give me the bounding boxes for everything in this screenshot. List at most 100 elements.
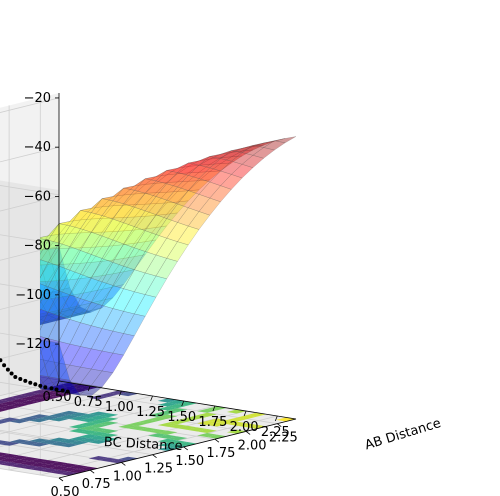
- surface-cell: [58, 293, 82, 311]
- surface-cell: [123, 254, 146, 273]
- surface-cell: [90, 198, 114, 216]
- surface-cell: [133, 192, 157, 205]
- contour-cell: [157, 430, 178, 435]
- surface-cell: [69, 210, 92, 229]
- surface-cell: [112, 229, 135, 247]
- surface-cell: [80, 301, 103, 326]
- contour-cell: [98, 417, 119, 422]
- contour-cell: [68, 436, 89, 441]
- contour-cell: [68, 469, 89, 474]
- surface-cell: [90, 370, 114, 388]
- surface-cell: [69, 262, 92, 281]
- surface-cell: [80, 254, 103, 279]
- contour-cell: [0, 460, 10, 465]
- surface-cell: [155, 218, 178, 239]
- surface-cell: [80, 231, 103, 249]
- surface-cell: [58, 304, 82, 319]
- contour-cell: [98, 421, 119, 426]
- contour-cell: [49, 441, 69, 446]
- y-tick-mark: [121, 462, 126, 466]
- contour-cell: [59, 471, 79, 476]
- contour-cell: [49, 385, 69, 390]
- contour-cell: [49, 437, 69, 442]
- surface-cell: [40, 375, 60, 393]
- contour-cell: [0, 403, 10, 408]
- contour-cell: [39, 440, 59, 445]
- surface-cell: [80, 368, 103, 386]
- surface-cell: [101, 308, 124, 332]
- x-axis-line: [58, 380, 297, 420]
- surface-cell: [252, 147, 276, 159]
- surface-cell: [166, 181, 189, 193]
- contour-cell: [98, 393, 119, 397]
- contour-cell: [29, 442, 50, 447]
- surface-cell: [80, 307, 103, 316]
- surface-cell: [79, 206, 103, 221]
- surface-cell: [40, 298, 49, 312]
- contour-cell: [157, 442, 178, 447]
- y-axis-title: AB Distance: [363, 416, 443, 453]
- x-tick-label: 1.75: [198, 415, 227, 430]
- contour-cell: [19, 396, 40, 401]
- y-gridline: [0, 442, 122, 463]
- surface-cell: [101, 230, 125, 247]
- surface-cell: [40, 248, 49, 262]
- contour-cell: [49, 417, 69, 422]
- surface-cell: [155, 201, 179, 216]
- surface-cell: [220, 160, 243, 175]
- surface-cell: [263, 138, 286, 144]
- contour-cell: [59, 463, 79, 468]
- contour-cell: [167, 424, 188, 429]
- surface-cell: [101, 285, 124, 309]
- y-axis-ticks: 0.500.751.001.251.501.752.002.25: [51, 423, 298, 496]
- trajectory-point: [2, 363, 7, 368]
- contour-cell: [59, 414, 79, 419]
- surface-cell: [220, 150, 243, 162]
- surface-cell: [101, 200, 125, 220]
- surface-cell: [58, 269, 81, 296]
- surface-cell: [123, 178, 146, 191]
- x-tick-mark: [243, 410, 247, 417]
- surface-cell: [134, 210, 157, 232]
- contour-cell: [19, 440, 40, 445]
- surface-cell: [123, 190, 146, 208]
- surface-cell: [187, 194, 211, 212]
- surface-cell: [40, 318, 49, 326]
- contour-cell: [9, 419, 30, 424]
- surface-cell: [90, 273, 114, 292]
- contour-cell: [78, 414, 99, 419]
- contour-cell: [49, 393, 69, 398]
- surface-cell: [155, 183, 178, 201]
- surface-cell: [144, 182, 168, 194]
- surface-cell: [40, 299, 49, 318]
- surface-cell: [144, 202, 168, 217]
- contour-cell: [157, 434, 178, 439]
- surface-cell: [166, 166, 189, 176]
- x-tick-label: 1.50: [167, 410, 196, 425]
- contour-cell: [9, 459, 30, 464]
- trajectory-point: [33, 382, 38, 387]
- surface-cell: [101, 244, 125, 262]
- y-tick-label: 2.00: [238, 438, 267, 453]
- contour-cell: [0, 452, 10, 457]
- surface-cell: [209, 185, 232, 203]
- surface-cell: [58, 225, 81, 247]
- contour-cell: [9, 398, 30, 403]
- surface-cell: [155, 170, 178, 185]
- surface-cell: [166, 186, 189, 205]
- surface-cell: [166, 200, 189, 215]
- surface-cell: [90, 215, 114, 237]
- y-tick-label: 0.75: [82, 477, 111, 492]
- surface-cell: [80, 231, 103, 255]
- contour-cell: [29, 462, 50, 467]
- surface-cell: [133, 227, 157, 244]
- x-tick-label: 2.25: [261, 425, 290, 440]
- z-tick-label: −40: [24, 140, 51, 155]
- trajectory-point: [65, 389, 70, 394]
- contour-cell: [88, 395, 109, 400]
- surface-cell: [198, 153, 221, 162]
- contour-cell: [167, 420, 188, 425]
- surface-cell: [155, 181, 179, 193]
- surface-cell: [40, 376, 49, 386]
- contour-cell: [19, 400, 40, 405]
